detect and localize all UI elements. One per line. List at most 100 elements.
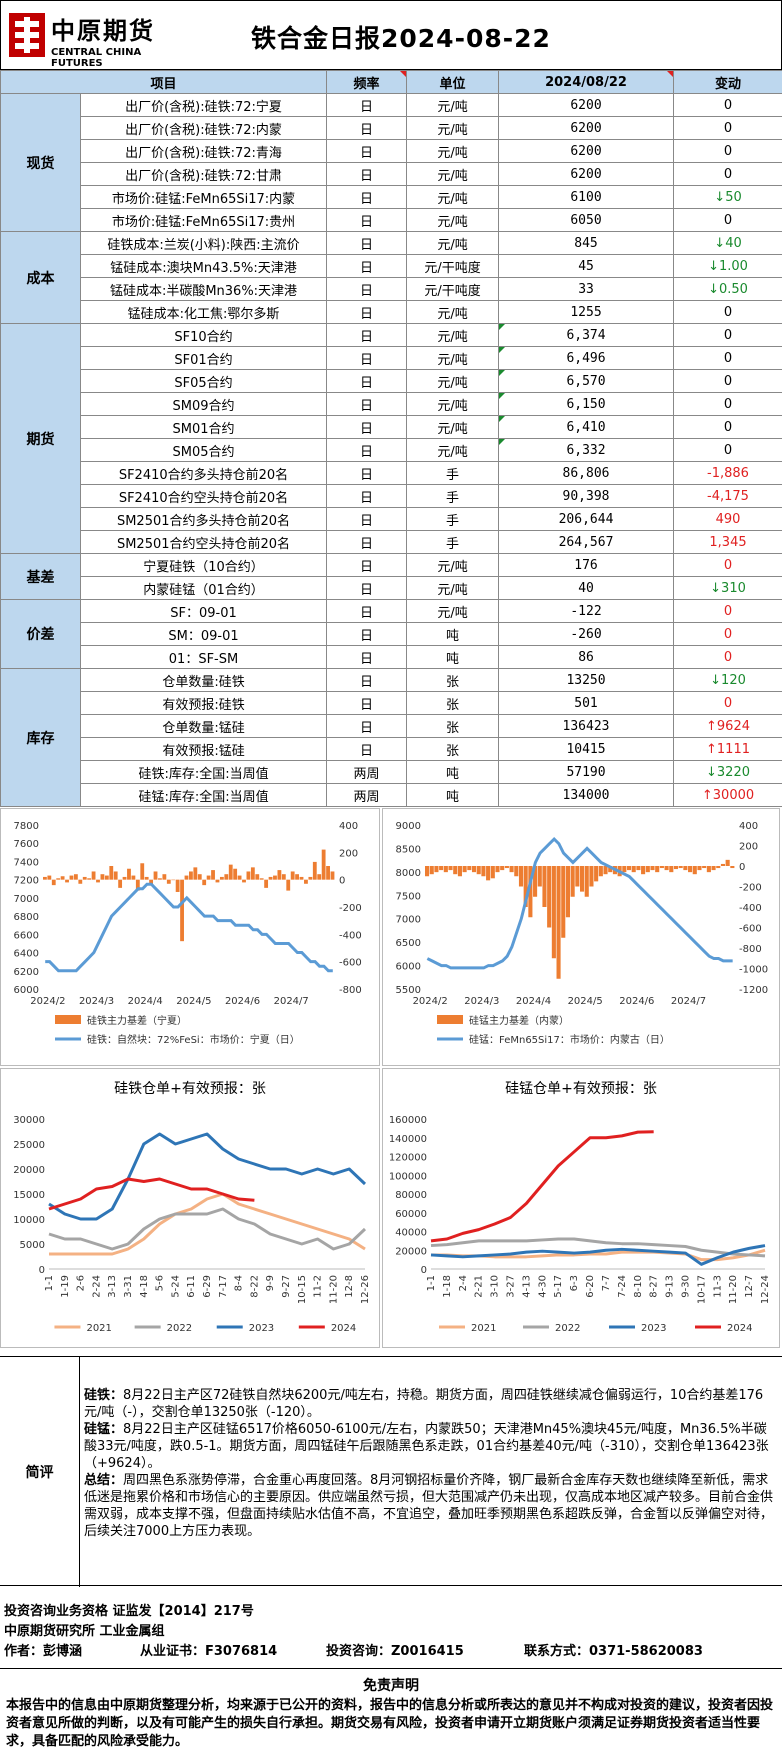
basis-bar: [565, 866, 571, 918]
unit-cell: 吨: [406, 622, 500, 646]
value-cell: 6,374: [498, 323, 675, 347]
item-cell: 仓单数量:锰硅: [79, 714, 328, 738]
change-cell: ↓120: [673, 668, 782, 692]
col-header-change: 变动: [673, 70, 782, 94]
change-cell: 0: [673, 438, 782, 462]
change-cell: 0: [673, 139, 782, 163]
change-cell: 0: [673, 93, 782, 117]
value-cell: 6,150: [498, 392, 675, 416]
basis-bar: [720, 863, 726, 866]
unit-cell: 元/吨: [406, 438, 500, 462]
col-header-unit: 单位: [406, 70, 500, 94]
y-right-tick-label: 0: [339, 876, 345, 887]
footer-department: 中原期货研究所 工业金属组: [4, 1624, 165, 1639]
freq-cell: 日: [326, 576, 408, 600]
basis-bar: [215, 879, 220, 883]
change-cell: 0: [673, 553, 782, 577]
freq-cell: 日: [326, 622, 408, 646]
basis-bar: [127, 868, 131, 880]
change-cell: ↓310: [673, 576, 782, 600]
basis-bar: [149, 879, 154, 886]
unit-cell: 元/吨: [406, 139, 500, 163]
x-tick-label: 3-13: [107, 1275, 118, 1298]
y-left-tick-label: 6600: [14, 930, 39, 941]
y-right-tick-label: 400: [739, 821, 758, 832]
x-tick-label: 2024/6: [619, 996, 654, 1007]
freq-cell: 日: [326, 162, 408, 186]
item-cell: 出厂价(含税):硅铁:72:内蒙: [79, 116, 328, 140]
basis-bar: [193, 867, 198, 880]
category-cell: 成本: [0, 231, 81, 324]
table-row: SM05合约日元/吨 6,332 0: [1, 438, 782, 462]
y-tick-label: 20000: [13, 1165, 45, 1176]
x-tick-label: 3-27: [506, 1275, 517, 1298]
x-tick-label: 6-3: [569, 1275, 580, 1291]
value-cell: 33: [498, 277, 675, 301]
chart-1-svg: 6000 6200 6400 6600 6800 7000 7200 7400 7600 7800…: [14, 821, 362, 1046]
change-cell: 0: [673, 691, 782, 715]
freq-cell: 日: [326, 599, 408, 623]
legend-swatch-bar: [437, 1015, 463, 1024]
logo-chinese-name: 中原期货: [51, 16, 155, 45]
basis-bar: [224, 874, 229, 880]
value-cell: 6200: [498, 93, 675, 117]
x-tick-label: 2024/2: [30, 996, 65, 1007]
y-right-tick-label: -400: [739, 903, 762, 914]
x-tick-label: 6-11: [186, 1275, 197, 1298]
unit-cell: 元/吨: [406, 185, 500, 209]
change-cell: ↓1.00: [673, 254, 782, 278]
report-header: 中原期货 CENTRAL CHINA FUTURES 铁合金日报2024-08-…: [0, 0, 782, 70]
x-tick-label: 7-17: [218, 1275, 229, 1298]
item-cell: SM01合约: [79, 415, 328, 439]
basis-bar: [299, 876, 304, 880]
x-tick-label: 9-13: [665, 1275, 676, 1298]
basis-bar: [683, 866, 688, 871]
basis-bar: [730, 866, 735, 869]
table-row: 市场价:硅锰:FeMn65Si17:内蒙日元/吨 6100 ↓50: [1, 185, 782, 209]
basis-bar: [509, 866, 514, 873]
value-cell: 6050: [498, 208, 675, 232]
basis-bar: [60, 876, 65, 880]
basis-bar: [697, 866, 702, 871]
basis-bar: [664, 866, 669, 871]
table-row: SM09合约日元/吨 6,150 0: [1, 392, 782, 416]
basis-bar: [180, 879, 184, 942]
basis-bar: [650, 866, 655, 871]
legend-label: 2022: [167, 1323, 192, 1334]
basis-bar: [716, 866, 721, 869]
item-cell: 锰硅成本:澳块Mn43.5%:天津港: [79, 254, 328, 278]
basis-bar: [457, 866, 462, 877]
unit-cell: 手: [406, 484, 500, 508]
x-tick-label: 2024/2: [413, 996, 448, 1007]
basis-bar: [603, 866, 608, 875]
x-tick-label: 4-30: [537, 1275, 548, 1298]
value-cell: 176: [498, 553, 675, 577]
basis-bar: [425, 866, 430, 877]
basis-bar: [462, 866, 467, 873]
item-cell: 锰硅成本:半碳酸Mn36%:天津港: [79, 277, 328, 301]
item-cell: SM09合约: [79, 392, 328, 416]
item-cell: SM2501合约多头持仓前20名: [79, 507, 328, 531]
legend-price-label: 硅铁：自然块：72%FeSi：市场价：宁夏（日）: [87, 1033, 300, 1046]
basis-bar: [514, 866, 519, 877]
basis-bar: [636, 866, 641, 871]
basis-bar: [273, 875, 277, 880]
y-right-tick-label: -200: [339, 903, 362, 914]
table-row: 库存 仓单数量:硅铁日张 13250 ↓120: [0, 668, 782, 807]
y-left-tick-label: 6200: [14, 967, 39, 978]
disclaimer-title: 免责声明: [363, 1678, 419, 1694]
change-cell: ↓3220: [673, 760, 782, 784]
basis-bar: [96, 879, 100, 883]
series-line-2024: [430, 1130, 654, 1243]
table-row: 出厂价(含税):硅铁:72:青海日元/吨 6200 0: [1, 139, 782, 163]
basis-bar: [608, 866, 613, 873]
basis-bar: [131, 875, 136, 880]
y-tick-label: 120000: [389, 1153, 427, 1164]
legend-basis-label: 硅铁主力基差（宁夏）: [87, 1014, 187, 1027]
basis-bar: [471, 866, 477, 873]
y-right-tick-label: -800: [339, 985, 362, 996]
basis-bar: [268, 876, 273, 880]
value-cell: 6200: [498, 116, 675, 140]
table-row: SM：09-01 日吨 -260 0: [1, 622, 782, 646]
change-cell: 0: [673, 162, 782, 186]
